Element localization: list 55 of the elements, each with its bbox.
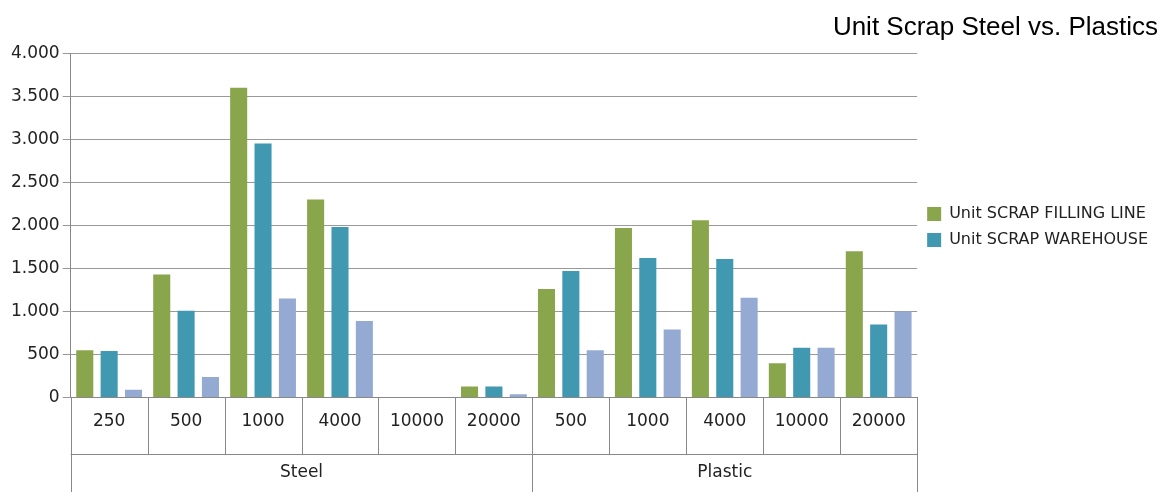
bar [153,274,171,398]
y-tick-label: 4.000 [11,41,60,62]
bar [278,298,296,398]
bar [177,310,195,398]
bar [461,386,479,398]
bar [100,351,118,398]
bar [509,394,527,398]
y-tick-label: 1.500 [11,256,60,277]
x-tick-label: 20000 [851,410,906,431]
text: Unit Scrap Steel vs. Plastics [832,10,1158,41]
x-tick-label: 1000 [241,410,285,431]
bar [485,386,503,398]
bar [76,350,94,398]
bar [124,389,143,398]
bar [894,311,912,398]
bar [614,227,632,398]
text: Plastic [697,461,753,482]
x-tick-label: 10000 [389,410,444,431]
bar [562,271,580,398]
bar [845,251,863,398]
x-tick-label: 500 [169,410,203,431]
x-tick-label: 250 [92,410,126,431]
legend-label: Unit SCRAP WAREHOUSE [949,229,1149,249]
bar [201,376,219,398]
y-tick-label: 2.000 [11,213,60,234]
x-tick-label: 10000 [774,410,829,431]
bar [793,347,811,398]
bar [331,227,349,398]
bar [355,320,373,398]
y-tick-label: 2.500 [11,170,60,191]
bar [586,350,604,398]
y-tick-label: 3.500 [11,84,60,105]
bar [870,324,888,398]
bar [307,199,325,398]
bar [537,289,556,398]
bar [230,87,248,398]
x-tick-label: 4000 [318,410,362,431]
bar [639,258,657,398]
y-tick-label: 0 [48,386,60,407]
y-tick-label: 3.000 [11,127,60,148]
bar [740,297,758,398]
x-tick-label: 500 [554,410,588,431]
x-tick-label: 20000 [466,410,521,431]
bar [254,143,272,398]
bar [691,220,709,398]
bar [817,347,835,398]
y-tick-label: 500 [27,342,60,363]
text: Steel [279,461,324,482]
x-tick-label: 1000 [626,410,670,431]
legend-label: Unit SCRAP FILLING LINE [949,203,1146,223]
bar [716,258,734,398]
bar [663,329,681,398]
x-tick-label: 4000 [703,410,747,431]
y-tick-label: 1.000 [11,299,60,320]
bar [768,363,786,398]
